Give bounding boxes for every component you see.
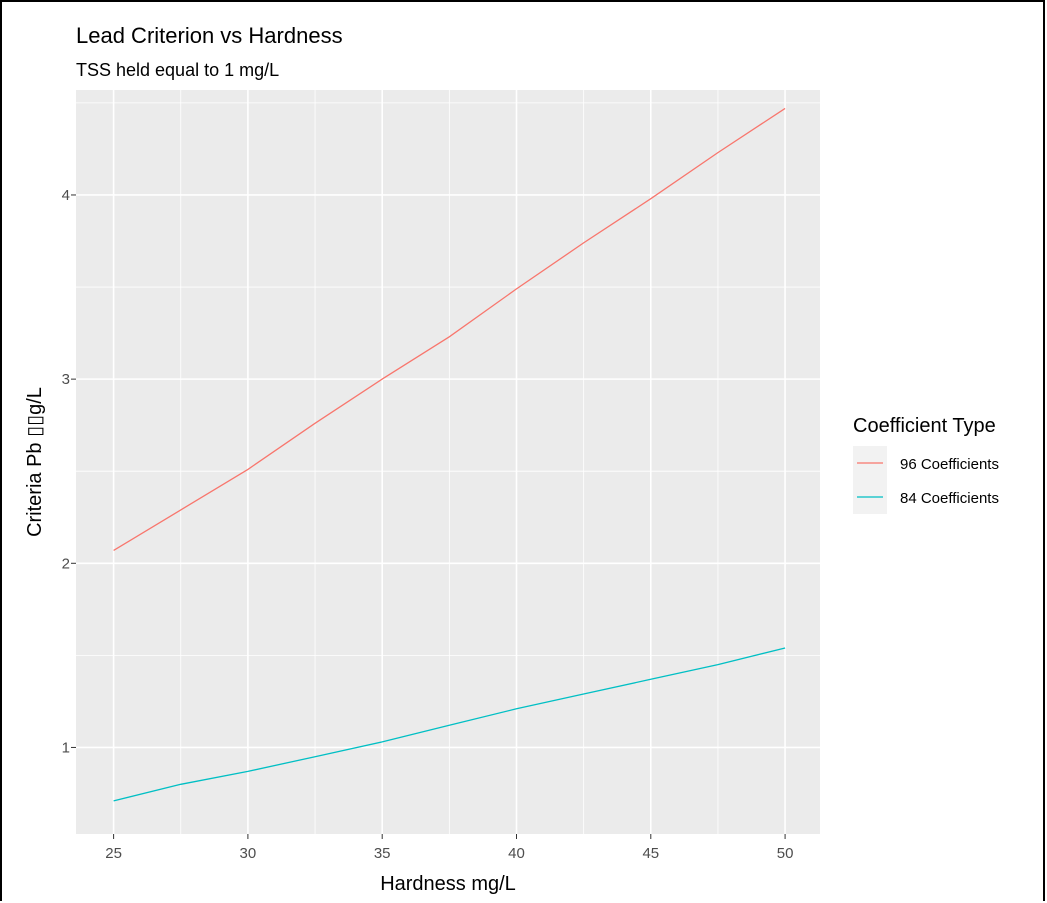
legend: Coefficient Type 96 Coefficients 84 Coeff… (853, 415, 999, 514)
y-tick-label: 2 (62, 555, 70, 572)
y-axis-ticks: 1 2 3 4 (62, 187, 76, 756)
chart-subtitle: TSS held equal to 1 mg/L (76, 60, 279, 80)
series-line (113, 107, 786, 551)
x-axis-title: Hardness mg/L (380, 873, 516, 895)
series-line (113, 647, 786, 802)
legend-label: 96 Coefficients (900, 456, 999, 473)
minor-gridlines (76, 90, 820, 834)
x-tick-label: 25 (105, 845, 122, 862)
x-tick-label: 40 (508, 845, 525, 862)
y-axis-title: Criteria Pb ▯▯g/L (24, 387, 46, 537)
y-tick-label: 1 (62, 739, 70, 756)
chart-title: Lead Criterion vs Hardness (76, 23, 343, 48)
legend-label: 84 Coefficients (900, 490, 999, 507)
x-tick-label: 35 (374, 845, 391, 862)
x-tick-label: 45 (642, 845, 659, 862)
series-layer (113, 107, 786, 802)
x-axis-ticks: 25 30 35 40 45 50 (105, 834, 793, 862)
major-gridlines (76, 90, 820, 834)
legend-title: Coefficient Type (853, 415, 996, 437)
y-tick-label: 4 (62, 187, 70, 204)
x-tick-label: 50 (777, 845, 794, 862)
plot-panel (76, 90, 820, 834)
y-tick-label: 3 (62, 371, 70, 388)
x-tick-label: 30 (240, 845, 257, 862)
